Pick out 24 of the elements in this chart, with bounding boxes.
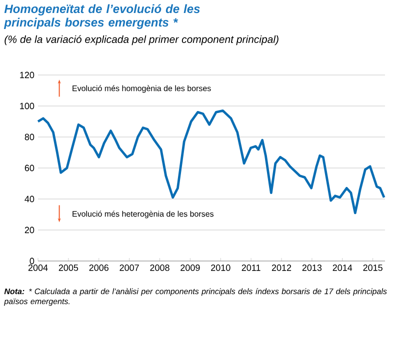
x-tick-label: 2009 (180, 264, 200, 271)
x-tick-label: 2006 (89, 264, 108, 271)
y-tick-label: 80 (24, 134, 34, 140)
x-tick-label: 2010 (211, 264, 230, 271)
x-tick-label: 2013 (302, 264, 322, 271)
x-tick-label: 2011 (242, 264, 260, 271)
x-tick-label: 2014 (332, 264, 352, 271)
x-tick-label: 2008 (150, 264, 170, 271)
x-tick-label: 2012 (272, 264, 292, 271)
y-tick-label: 40 (24, 196, 34, 202)
y-tick-label: 120 (20, 72, 34, 78)
y-tick-label: 100 (20, 102, 34, 110)
y-tick-label: 0 (30, 258, 34, 264)
annotation: Evolució més heterogènia de les borses (72, 210, 214, 218)
y-tick-label: 20 (24, 226, 34, 234)
text: Nota:* Calculada a partir de l’anàlisi per components principals dels índexs borsaris de 17 dels principals països emergents. (4, 288, 387, 306)
chart-subtitle: (% de la variació explicada pel primer component principal) (4, 35, 278, 46)
x-tick-label: 2004 (28, 264, 48, 271)
annotation: Evolució més homogènia de les borses (72, 85, 211, 93)
chart-title: Homogeneïtat de l’evolució de les principals borses emergents * (4, 4, 200, 29)
x-tick-label: 2007 (120, 264, 139, 271)
x-tick-label: 2005 (58, 264, 78, 271)
x-tick-label: 2015 (363, 264, 382, 271)
y-tick-label: 60 (24, 164, 34, 172)
